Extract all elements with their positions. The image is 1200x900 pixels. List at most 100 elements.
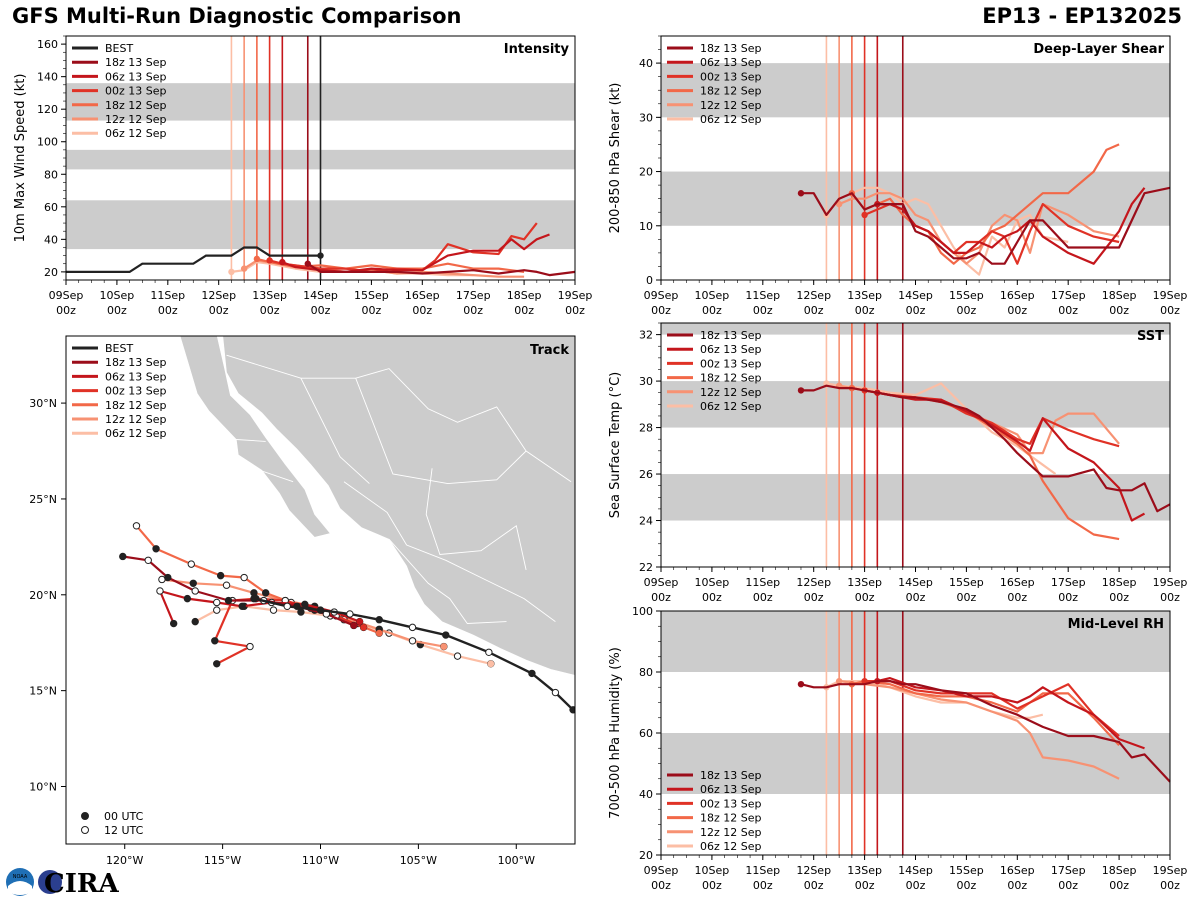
x-tick-sublabel: 00z [260, 304, 280, 317]
best-track-point [442, 631, 450, 639]
cira-logo: NOAA CIRA [6, 868, 119, 898]
track-point [213, 660, 221, 668]
x-tick-sublabel: 00z [855, 304, 875, 317]
x-tick-sublabel: 00z [362, 304, 382, 317]
y-tick-label: 30 [639, 375, 653, 388]
y-tick-label: 40 [639, 57, 653, 70]
track-point [297, 608, 305, 616]
cira-logo-text: CIRA [44, 869, 119, 898]
y-tick-label: 100 [37, 136, 58, 149]
x-tick-label: 16Sep [405, 289, 440, 302]
x-tick-sublabel: 00z [1109, 879, 1129, 892]
best-track-point [485, 648, 493, 657]
land-baja [179, 336, 331, 538]
x-tick-label: 13Sep [252, 289, 287, 302]
track-point [213, 598, 221, 607]
legend-label: 12z 12 Sep [105, 413, 167, 426]
state-border [226, 354, 572, 483]
y-tick-label: 80 [639, 666, 653, 679]
y-axis-label: 700-500 hPa Humidity (%) [608, 647, 623, 819]
legend-label: 06z 13 Sep [700, 343, 762, 356]
track-point [132, 522, 141, 530]
panel-title: Track [530, 343, 569, 358]
x-tick-label: 09Sep [644, 289, 679, 302]
y-tick-label: 24 [639, 515, 653, 528]
legend-label: 00z 13 Sep [105, 85, 167, 98]
legend-label: 06z 12 Sep [700, 400, 762, 413]
x-tick-sublabel: 00z [702, 879, 722, 892]
legend-label: 18z 13 Sep [700, 769, 762, 782]
x-tick-label: 17Sep [1051, 576, 1086, 589]
track-point [238, 602, 246, 610]
track-start-point [487, 660, 495, 668]
x-tick-label: 18Sep [507, 289, 542, 302]
track-point [211, 637, 219, 645]
y-tick-label: 30 [639, 111, 653, 124]
lat-tick-label: 30°N [29, 397, 57, 410]
x-tick-label: 11Sep [745, 289, 780, 302]
y-tick-label: 22 [639, 561, 653, 574]
track-point [261, 589, 270, 597]
x-tick-label: 10Sep [100, 289, 135, 302]
series-start-point [797, 190, 805, 197]
threshold-band [661, 611, 1170, 672]
legend-label: 18z 13 Sep [700, 329, 762, 342]
panel-title: Intensity [504, 42, 570, 57]
x-tick-label: 09Sep [644, 864, 679, 877]
x-tick-sublabel: 00z [209, 304, 229, 317]
best-track-point [283, 602, 291, 610]
x-tick-sublabel: 00z [957, 304, 977, 317]
x-tick-label: 19Sep [558, 289, 593, 302]
legend-label: 12z 12 Sep [700, 386, 762, 399]
threshold-band [661, 323, 1170, 335]
y-tick-label: 80 [44, 168, 58, 181]
legend-label: 06z 12 Sep [105, 127, 167, 140]
x-tick-label: 11Sep [150, 289, 185, 302]
x-tick-label: 14Sep [898, 864, 933, 877]
track-point [408, 637, 417, 645]
x-tick-label: 11Sep [745, 576, 780, 589]
marker-legend-label: 00 UTC [104, 810, 144, 823]
track-point [216, 571, 225, 580]
threshold-band [661, 474, 1170, 521]
y-tick-label: 32 [639, 329, 653, 342]
series-line [281, 233, 550, 273]
x-tick-label: 11Sep [745, 864, 780, 877]
x-tick-sublabel: 00z [957, 879, 977, 892]
x-tick-label: 10Sep [695, 289, 730, 302]
legend-label: 00z 13 Sep [700, 357, 762, 370]
track-start-point [356, 618, 364, 626]
x-tick-label: 17Sep [1051, 289, 1086, 302]
series-line [864, 679, 1120, 737]
series-start-point [266, 257, 273, 264]
x-tick-label: 19Sep [1153, 576, 1188, 589]
series-line [877, 391, 1146, 522]
storm-id: EP13 - EP132025 [982, 4, 1182, 28]
track-point [156, 587, 164, 595]
x-tick-sublabel: 00z [412, 304, 432, 317]
panel-title: Deep-Layer Shear [1033, 42, 1164, 57]
x-tick-sublabel: 00z [1007, 304, 1027, 317]
y-tick-label: 0 [646, 274, 653, 287]
x-tick-sublabel: 00z [1007, 591, 1027, 604]
series-start-point [253, 255, 261, 263]
state-border [236, 439, 266, 442]
track-point [246, 642, 254, 651]
x-tick-label: 09Sep [49, 289, 84, 302]
x-tick-sublabel: 00z [1109, 304, 1129, 317]
x-tick-label: 13Sep [847, 864, 882, 877]
x-tick-label: 10Sep [695, 864, 730, 877]
series-start-point [835, 200, 843, 208]
panel-title: SST [1137, 329, 1164, 344]
legend-label: 00z 13 Sep [700, 797, 762, 810]
best-track-line [66, 246, 321, 273]
lat-tick-label: 20°N [29, 589, 57, 602]
series-start-point [835, 677, 843, 685]
x-tick-label: 15Sep [949, 289, 984, 302]
legend-label: 06z 13 Sep [105, 70, 167, 83]
y-tick-label: 140 [37, 71, 58, 84]
track-start-point [375, 629, 383, 637]
x-tick-label: 15Sep [949, 576, 984, 589]
x-tick-sublabel: 00z [1160, 879, 1180, 892]
